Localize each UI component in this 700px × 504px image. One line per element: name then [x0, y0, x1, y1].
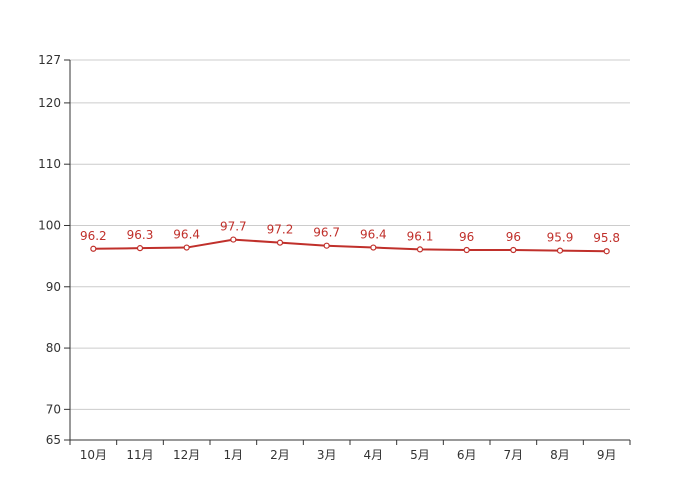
data-label: 95.8 — [593, 231, 620, 245]
data-label: 97.7 — [220, 220, 247, 234]
data-point — [136, 245, 144, 252]
x-tick-label: 5月 — [410, 448, 430, 462]
series-line — [93, 238, 607, 253]
data-label: 96.7 — [313, 226, 340, 240]
y-tick-label: 110 — [38, 157, 61, 171]
data-label: 96.4 — [173, 228, 200, 242]
x-tick-label: 3月 — [317, 448, 337, 462]
data-label: 96.3 — [127, 228, 154, 242]
y-axis-ticks: 65 70 80 90 100 110 120 127 — [38, 53, 70, 447]
data-label: 97.2 — [267, 223, 294, 237]
x-tick-label: 10月 — [80, 448, 107, 462]
data-point — [556, 247, 564, 254]
data-point — [603, 248, 610, 255]
data-point — [183, 244, 190, 251]
data-point — [276, 239, 284, 246]
x-tick-label: 9月 — [597, 448, 617, 462]
data-point — [463, 246, 470, 254]
y-tick-label: 90 — [46, 280, 61, 294]
y-tick-label: 100 — [38, 218, 61, 232]
x-tick-label: 11月 — [126, 448, 153, 462]
data-point — [370, 244, 377, 251]
data-label: 96 — [459, 230, 474, 244]
y-tick-label: 70 — [46, 402, 61, 416]
y-tick-label: 120 — [38, 96, 61, 110]
x-tick-label: 6月 — [457, 448, 477, 462]
data-point-markers — [90, 236, 610, 255]
x-tick-label: 2月 — [270, 448, 290, 462]
x-tick-label: 8月 — [550, 448, 570, 462]
data-label: 95.9 — [547, 231, 574, 245]
series-line-group — [93, 238, 607, 253]
data-label: 96.4 — [360, 228, 387, 242]
x-tick-label: 7月 — [504, 448, 524, 462]
y-tick-label: 80 — [46, 341, 61, 355]
x-tick-label: 12月 — [173, 448, 200, 462]
data-point — [230, 236, 237, 243]
data-point — [510, 246, 517, 254]
data-label: 96 — [506, 230, 521, 244]
data-labels: 96.2 96.3 96.4 97.7 97.2 96.7 96.4 96.1 96 96 95.9… — [80, 220, 620, 246]
y-tick-label: 127 — [38, 53, 61, 67]
data-point — [90, 245, 97, 252]
data-point — [416, 246, 424, 253]
x-tick-label: 1月 — [224, 448, 244, 462]
data-label: 96.1 — [407, 229, 434, 243]
data-label: 96.2 — [80, 229, 107, 243]
x-axis-ticks: 10月 11月 12月 1月 2月 3月 4月 5月 6月 7月 8月 9月 — [69, 440, 631, 462]
x-tick-label: 4月 — [364, 448, 384, 462]
gridlines — [70, 59, 630, 410]
data-point — [323, 242, 330, 249]
y-tick-label: 65 — [46, 433, 61, 447]
